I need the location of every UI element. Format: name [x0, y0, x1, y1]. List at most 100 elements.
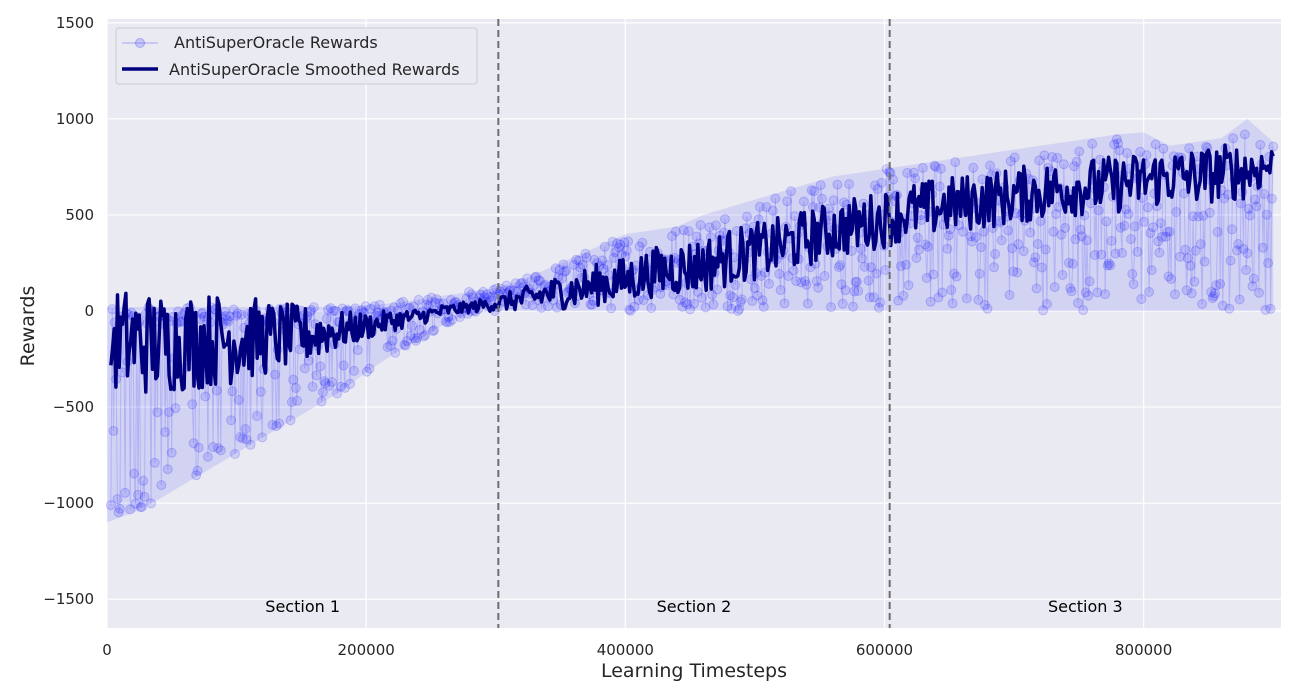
raw-reward-point	[646, 303, 657, 313]
raw-reward-point	[1029, 257, 1039, 268]
raw-reward-point	[863, 275, 874, 286]
raw-reward-point	[1144, 287, 1155, 297]
raw-reward-point	[389, 302, 399, 313]
raw-reward-point	[413, 294, 424, 305]
raw-reward-point	[629, 301, 640, 312]
legend: AntiSuperOracle Rewards AntiSuperOracle …	[115, 27, 478, 85]
raw-reward-point	[400, 340, 411, 351]
raw-reward-point	[920, 239, 931, 250]
raw-reward-point	[942, 243, 953, 254]
raw-reward-point	[288, 374, 299, 385]
raw-reward-point	[725, 290, 736, 301]
raw-reward-point	[1008, 266, 1019, 277]
raw-reward-point	[979, 299, 990, 310]
raw-reward-point	[319, 376, 330, 387]
raw-reward-point	[1206, 287, 1217, 297]
raw-reward-point	[274, 418, 284, 429]
raw-reward-point	[1080, 287, 1091, 298]
raw-reward-point	[1263, 258, 1274, 268]
raw-reward-point	[290, 383, 301, 393]
raw-reward-point	[1182, 253, 1193, 264]
raw-reward-point	[577, 260, 588, 271]
raw-reward-point	[1186, 288, 1197, 299]
raw-reward-point	[625, 305, 636, 316]
raw-reward-point	[908, 167, 919, 178]
raw-reward-point	[1266, 193, 1277, 204]
raw-reward-point	[1042, 299, 1052, 309]
raw-reward-point	[783, 271, 794, 281]
raw-reward-point	[1180, 244, 1191, 255]
raw-reward-point	[917, 162, 928, 173]
raw-reward-point	[409, 333, 420, 344]
raw-reward-point	[440, 316, 451, 327]
raw-reward-point	[779, 298, 790, 309]
raw-reward-point	[901, 259, 911, 270]
raw-reward-point	[299, 363, 310, 374]
raw-reward-point	[421, 299, 432, 310]
raw-reward-point	[935, 163, 946, 174]
raw-reward-point	[742, 211, 752, 222]
raw-reward-point	[678, 225, 689, 236]
raw-reward-point	[531, 271, 542, 282]
raw-reward-point	[1034, 155, 1045, 166]
section-labels: Section 1 Section 2 Section 3	[265, 597, 1122, 616]
raw-reward-point	[387, 335, 398, 346]
raw-reward-point	[1128, 279, 1139, 290]
raw-reward-point	[444, 316, 455, 327]
raw-reward-point	[426, 292, 437, 303]
raw-reward-point	[430, 297, 441, 308]
raw-reward-point	[615, 239, 626, 250]
raw-reward-point	[429, 325, 440, 336]
raw-reward-point	[1067, 258, 1078, 269]
raw-reward-point	[573, 255, 584, 266]
raw-reward-point	[414, 324, 425, 335]
section-label: Section 1	[265, 597, 340, 616]
raw-reward-point	[464, 287, 474, 297]
raw-reward-point	[1158, 143, 1169, 154]
raw-reward-point	[1119, 220, 1130, 231]
y-tick-label: 500	[65, 206, 94, 224]
raw-reward-point	[1117, 248, 1127, 258]
raw-reward-point	[828, 195, 839, 206]
raw-reward-point	[864, 292, 875, 303]
raw-reward-point	[407, 320, 418, 331]
raw-reward-point	[418, 331, 429, 342]
raw-reward-point	[136, 502, 147, 512]
raw-reward-point	[761, 202, 772, 213]
raw-reward-point	[557, 273, 568, 284]
y-tick-label: 0	[84, 302, 94, 320]
raw-reward-point	[819, 271, 830, 281]
raw-reward-point	[970, 232, 981, 243]
raw-reward-point	[946, 285, 957, 295]
y-ticks: 1500 1000 500 0 −500 −1000 −1500	[43, 14, 94, 608]
raw-reward-point	[200, 391, 211, 402]
raw-reward-point	[1084, 276, 1095, 287]
raw-reward-point	[756, 270, 767, 281]
raw-reward-point	[880, 265, 891, 275]
raw-reward-point	[138, 475, 149, 486]
raw-reward-point	[1250, 194, 1261, 205]
raw-reward-point	[1247, 281, 1258, 292]
raw-reward-point	[1160, 231, 1171, 242]
raw-reward-point	[700, 302, 711, 313]
raw-reward-point	[1063, 257, 1074, 268]
raw-reward-point	[1074, 146, 1085, 157]
raw-reward-point	[550, 263, 561, 274]
raw-reward-point	[679, 297, 690, 308]
raw-reward-point	[619, 237, 630, 248]
raw-reward-point	[530, 272, 540, 283]
x-tick-label: 600000	[856, 641, 913, 659]
raw-reward-point	[1105, 260, 1116, 271]
raw-reward-point	[1018, 246, 1029, 257]
raw-reward-point	[241, 434, 252, 445]
raw-reward-point	[873, 302, 884, 313]
raw-reward-point	[152, 407, 163, 418]
raw-reward-point	[528, 280, 539, 291]
raw-reward-point	[736, 294, 747, 305]
raw-reward-point	[166, 447, 177, 458]
raw-reward-point	[558, 259, 569, 270]
raw-reward-point	[1013, 239, 1024, 250]
raw-reward-point	[1123, 209, 1134, 220]
raw-reward-point	[667, 231, 677, 242]
